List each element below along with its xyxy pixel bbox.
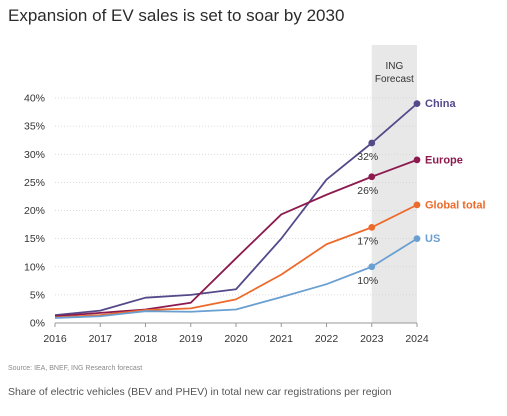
legend-label: China xyxy=(425,98,456,110)
x-tick-label: 2017 xyxy=(89,333,113,345)
forecast-label-line: Forecast xyxy=(375,74,414,85)
x-tick-label: 2018 xyxy=(134,333,158,345)
forecast-band xyxy=(371,45,417,323)
series-line-global-total xyxy=(54,204,418,319)
series-line-europe xyxy=(54,159,418,318)
x-tick-label: 2016 xyxy=(43,333,67,345)
data-point xyxy=(413,100,421,108)
y-tick-label: 10% xyxy=(24,261,45,273)
data-label: 32% xyxy=(357,151,378,163)
data-point xyxy=(413,235,421,243)
x-tick-label: 2019 xyxy=(179,333,203,345)
legend-label: US xyxy=(425,233,440,245)
source-note: Source: IEA, BNEF, ING Research forecast xyxy=(8,365,143,372)
forecast-label-line: ING xyxy=(385,61,403,72)
y-tick-label: 15% xyxy=(24,233,45,245)
data-point xyxy=(368,223,376,231)
data-point xyxy=(368,173,376,181)
y-tick-label: 35% xyxy=(24,121,45,133)
chart-caption: Share of electric vehicles (BEV and PHEV… xyxy=(8,386,392,398)
legend-label: Global total xyxy=(425,199,486,211)
y-tick-label: 5% xyxy=(30,289,45,301)
chart-svg: ING Forecast 0% 5% 10% 15% 20% 25% 30% 35% 40% 2016… xyxy=(24,45,486,345)
x-tick-label: 2023 xyxy=(360,333,384,345)
series-line-china xyxy=(54,102,418,317)
data-label: 10% xyxy=(357,275,378,287)
data-label: 26% xyxy=(357,185,378,197)
series-line-us xyxy=(54,237,418,319)
legend-label: Europe xyxy=(425,154,463,166)
x-tick-label: 2021 xyxy=(270,333,294,345)
data-point xyxy=(368,263,376,271)
y-tick-label: 20% xyxy=(24,205,45,217)
data-point xyxy=(368,139,376,147)
data-label: 17% xyxy=(357,235,378,247)
x-tick-label: 2022 xyxy=(315,333,339,345)
data-point xyxy=(413,156,421,164)
data-point xyxy=(413,201,421,209)
x-tick-label: 2020 xyxy=(224,333,248,345)
chart-title: Expansion of EV sales is set to soar by … xyxy=(8,6,345,25)
y-tick-label: 30% xyxy=(24,149,45,161)
y-tick-label: 40% xyxy=(24,93,45,105)
y-tick-label: 25% xyxy=(24,177,45,189)
x-tick-label: 2024 xyxy=(405,333,429,345)
y-tick-label: 0% xyxy=(30,318,45,330)
